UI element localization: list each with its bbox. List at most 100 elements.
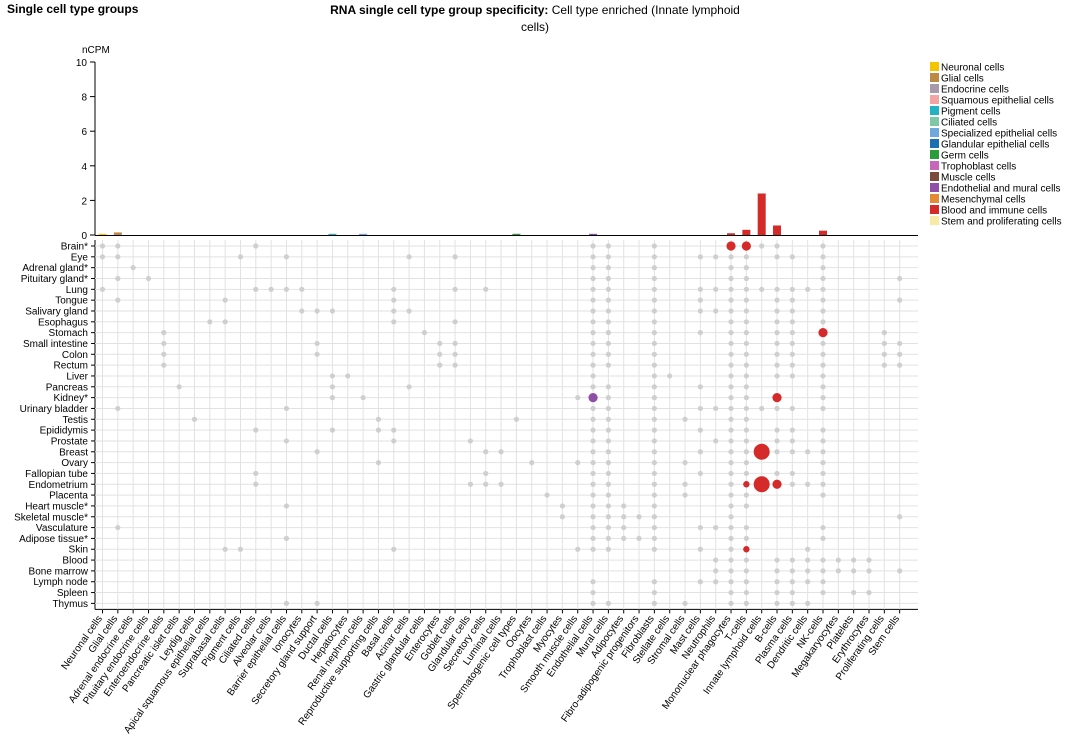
dot-breast-secretory-gland-support [314, 449, 320, 455]
dot-blood-platelets [851, 557, 857, 563]
dot-vasculature-mast-cells [697, 524, 703, 531]
dot-prostate-b-cells [774, 438, 780, 444]
dot-epididymis-plasma-cells [789, 427, 795, 433]
dot-esophagus-t-cells [743, 319, 749, 325]
dot-placenta-t-cells [743, 492, 749, 498]
dot-lymph-node-plasma-cells [789, 579, 795, 585]
dot-lung-secretory-cells [483, 286, 489, 292]
y-tick-label: 2 [81, 196, 87, 207]
tissue-label-urinary-bladder: Urinary bladder [20, 404, 89, 415]
dot-tongue-mast-cells [697, 297, 703, 303]
dot-breast-mural-cells [605, 449, 611, 455]
dot-small-intestine-fibroblasts [651, 340, 657, 347]
dot-salivary-gland-neutrophils [713, 308, 719, 314]
dot-bone-marrow-stem-cells [897, 568, 903, 574]
dot-lymph-node-mast-cells [697, 579, 703, 585]
tissue-label-heart-muscle: Heart muscle* [25, 501, 88, 512]
dot-fallopian-tube-secretory-cells [483, 470, 489, 477]
dot-rectum-t-cells [743, 362, 749, 368]
dot-urinary-bladder-innate-lymphoid-cells [759, 405, 765, 412]
dot-rectum-mural-cells [605, 362, 611, 368]
dot-skeletal-muscle-endothelial-cells [590, 514, 596, 520]
dot-lung-ionocytes [299, 286, 305, 292]
legend-label-squamous-epithelial-cells: Squamous epithelial cells [941, 96, 1054, 107]
dot-tongue-mural-cells [605, 297, 611, 303]
dot-tongue-basal-cells [391, 297, 397, 303]
highlight-dot-endometrium-b-cells [772, 479, 782, 489]
dot-eye-t-cells [743, 254, 749, 260]
dot-skin-pigment-cells [237, 546, 244, 552]
chart-heading-value: Cell type enriched (Innate lymphoid cell… [520, 3, 740, 34]
bar-spermatogenic-cell-types [512, 233, 521, 235]
dot-heart-muscle-fibroblasts [651, 503, 657, 509]
dot-colon-fibroblasts [651, 351, 657, 357]
dot-kidney-mural-cells [605, 395, 611, 401]
dot-blood-neutrophils [713, 557, 719, 563]
dot-salivary-gland-ductal-cells [329, 308, 336, 314]
dot-liver-stellate-cells [667, 373, 673, 379]
dot-salivary-gland-secretory-gland-support [314, 308, 320, 314]
highlight-dot-kidney-b-cells [772, 393, 782, 403]
dot-pancreas-t-cells [743, 384, 749, 390]
dot-salivary-gland-endothelial-cells [590, 308, 596, 314]
dot-prostate-glandular-cells [467, 438, 474, 444]
tissue-label-breast: Breast [59, 447, 88, 458]
y-tick-label: 10 [76, 58, 88, 69]
dot-skin-basal-cells [391, 546, 397, 552]
dot-endometrium-mononuclear-phagocytes [728, 481, 734, 487]
dot-eye-plasma-cells [789, 254, 795, 260]
dot-stomach-enteroendocrine-cells [161, 330, 167, 336]
dot-small-intestine-stem-cells [897, 340, 903, 347]
dot-lung-alveolar-cells [268, 286, 274, 292]
highlight-dot-brain-mononuclear-phagocytes [726, 241, 736, 251]
dot-skin-mural-cells [605, 546, 611, 552]
dot-thymus-fibroblasts [651, 600, 657, 606]
dot-esophagus-mural-cells [605, 319, 611, 325]
tissue-label-liver: Liver [66, 371, 88, 382]
dot-adrenal-gland-adrenal-endocrine-cells [130, 265, 136, 271]
dot-fallopian-tube-mononuclear-phagocytes [728, 470, 734, 477]
dot-breast-mast-cells [697, 449, 703, 455]
dot-bone-marrow-platelets [851, 568, 857, 574]
dot-brain-b-cells [774, 243, 780, 249]
dot-prostate-mural-cells [605, 438, 611, 444]
highlight-dot-brain-t-cells [741, 241, 751, 251]
tissue-label-esophagus: Esophagus [38, 317, 88, 328]
legend-label-endothelial-and-mural-cells: Endothelial and mural cells [941, 184, 1061, 195]
dot-urinary-bladder-nk-cells [820, 405, 826, 412]
dot-small-intestine-goblet-cells [452, 340, 458, 347]
tissue-label-ovary: Ovary [61, 458, 88, 469]
legend-label-glandular-epithelial-cells: Glandular epithelial cells [941, 140, 1049, 151]
dot-pituitary-gland-glial-cells [115, 275, 121, 282]
dot-kidney-nk-cells [820, 395, 826, 401]
dot-skeletal-muscle-fibro-adipogenic-progenitors [636, 514, 642, 520]
dot-ovary-t-cells [743, 460, 749, 466]
dot-ovary-smooth-muscle-cells [575, 460, 581, 466]
dot-thymus-barrier-epithelial-cells [283, 600, 290, 606]
dot-rectum-fibroblasts [651, 362, 657, 368]
dot-prostate-endothelial-cells [590, 438, 596, 444]
dot-ovary-mural-cells [605, 460, 611, 466]
dot-thymus-secretory-gland-support [314, 600, 320, 606]
dot-placenta-stromal-cells [682, 492, 688, 498]
dot-epididymis-endothelial-cells [590, 427, 596, 433]
dot-brain-neuronal-cells [99, 243, 106, 249]
tissue-label-epididymis: Epididymis [40, 426, 88, 437]
tissue-label-rectum: Rectum [54, 361, 88, 372]
dot-tongue-nk-cells [820, 297, 826, 303]
dot-fallopian-tube-mast-cells [697, 470, 703, 477]
dot-tongue-b-cells [774, 297, 780, 303]
dot-epididymis-b-cells [774, 427, 780, 433]
dot-adipose-tissue-mononuclear-phagocytes [728, 535, 734, 542]
dot-urinary-bladder-mural-cells [605, 405, 611, 412]
highlight-dot-kidney-endothelial-cells [588, 393, 598, 403]
tissue-label-spleen: Spleen [57, 588, 88, 599]
dot-adrenal-gland-nk-cells [820, 265, 826, 271]
dot-pituitary-gland-pituitary-endocrine-cells [145, 275, 152, 282]
dot-adipose-tissue-barrier-epithelial-cells [283, 535, 290, 542]
dot-placenta-trophoblast-cells [544, 492, 550, 498]
dot-placenta-nk-cells [820, 492, 826, 498]
dot-urinary-bladder-barrier-epithelial-cells [283, 405, 290, 412]
dot-breast-plasma-cells [789, 449, 795, 455]
dot-eye-glial-cells [115, 254, 121, 260]
